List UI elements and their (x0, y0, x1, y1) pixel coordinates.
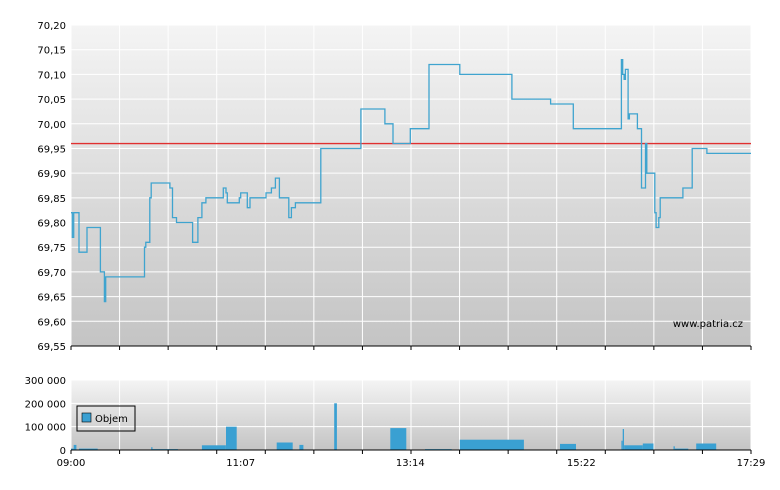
x-tick-label: 13:14 (396, 458, 425, 469)
price-y-tick-label: 69,55 (37, 342, 66, 353)
price-y-tick-label: 69,95 (37, 144, 66, 155)
price-y-axis: 70,20 70,15 70,10 70,05 70,00 69,95 69,90 69,85… (37, 21, 66, 353)
price-y-tick-label: 69,85 (37, 194, 66, 205)
volume-bar (201, 445, 226, 450)
price-y-tick-label: 69,90 (37, 169, 66, 180)
volume-y-tick-label: 300 000 (25, 376, 66, 387)
price-line (71, 58, 751, 303)
volume-bar (624, 445, 643, 450)
volume-bar (696, 443, 717, 450)
volume-bar (560, 443, 576, 450)
legend-box (76, 405, 136, 432)
volume-x-axis: 09:00 11:07 13:14 15:22 17:29 (57, 450, 766, 469)
volume-y-tick-label: 100 000 (25, 423, 66, 434)
volume-panel: 300 000 200 000 100 000 0 09:00 11:07 13:14 15… (25, 376, 766, 469)
volume-bars (71, 403, 717, 450)
price-y-tick-label: 70,05 (37, 95, 66, 106)
volume-bar (673, 446, 675, 450)
x-tick-label: 17:29 (737, 458, 766, 469)
volume-bar (622, 429, 624, 450)
volume-bar (390, 428, 407, 450)
price-y-tick-label: 69,65 (37, 293, 66, 304)
volume-bar (151, 447, 153, 450)
legend: Objem (76, 405, 136, 432)
legend-swatch (81, 412, 92, 423)
volume-bar (674, 448, 689, 450)
price-y-tick-label: 70,15 (37, 46, 66, 57)
volume-y-tick-label: 200 000 (25, 399, 66, 410)
volume-bar (642, 443, 654, 450)
volume-bar (459, 439, 524, 450)
volume-bar (276, 442, 293, 450)
x-tick-label: 11:07 (226, 458, 255, 469)
price-panel: 70,20 70,15 70,10 70,05 70,00 69,95 69,90 69,85… (37, 21, 752, 353)
price-x-axis-ticks (70, 346, 752, 350)
volume-y-axis: 300 000 200 000 100 000 0 (25, 376, 66, 457)
volume-bar (71, 448, 74, 450)
price-y-tick-label: 69,80 (37, 219, 66, 230)
volume-bar (334, 403, 337, 450)
volume-bar (79, 448, 98, 450)
volume-y-tick-label: 0 (60, 446, 66, 457)
watermark: www.patria.cz (673, 319, 743, 330)
price-y-tick-label: 70,10 (37, 70, 66, 81)
price-y-tick-label: 69,75 (37, 243, 66, 254)
volume-bar (73, 444, 77, 450)
volume-bar (621, 440, 623, 450)
price-y-tick-label: 69,70 (37, 268, 66, 279)
price-y-tick-label: 70,00 (37, 120, 66, 131)
legend-label: Objem (95, 414, 128, 425)
volume-bar (226, 426, 237, 450)
volume-bar (299, 444, 304, 450)
price-y-tick-label: 69,60 (37, 317, 66, 328)
volume-grid (70, 379, 752, 450)
x-tick-label: 15:22 (567, 458, 596, 469)
x-tick-label: 09:00 (57, 458, 86, 469)
price-y-tick-label: 70,20 (37, 21, 66, 32)
